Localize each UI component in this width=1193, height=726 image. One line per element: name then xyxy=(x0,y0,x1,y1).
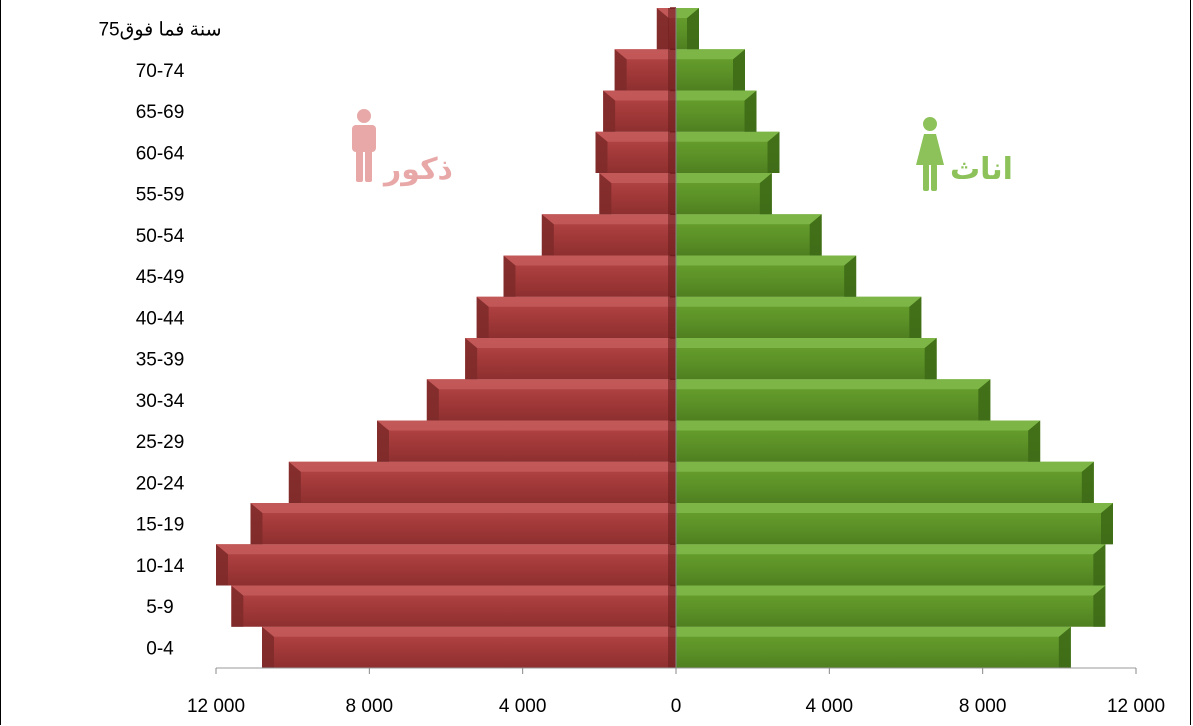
x-axis-tick-label: 4 000 xyxy=(499,696,547,717)
male-bar-top xyxy=(426,379,676,390)
female-bar-top xyxy=(676,503,1113,513)
age-group-label: 75سنة فما فوق xyxy=(98,20,221,41)
age-group-label: 5-9 xyxy=(146,597,173,618)
male-bar-bevel xyxy=(288,461,301,503)
female-bar-bevel xyxy=(809,214,822,256)
female-bar-bevel xyxy=(1058,626,1071,668)
female-bar-bevel xyxy=(1093,544,1106,586)
age-group-label: 15-19 xyxy=(136,515,185,536)
female-bar-top xyxy=(676,255,857,266)
female-bar-top xyxy=(676,214,822,225)
age-group-label: 35-39 xyxy=(136,350,185,371)
x-axis-tick-label: 4 000 xyxy=(806,696,854,717)
female-bar-top xyxy=(676,420,1041,431)
age-group-label: 45-49 xyxy=(136,267,185,288)
x-axis-tick-label: 12 000 xyxy=(187,696,245,717)
female-legend: اناث xyxy=(916,117,1013,191)
bars-group xyxy=(216,8,1113,668)
male-bar-bevel xyxy=(595,131,608,173)
age-group-label: 20-24 xyxy=(136,473,185,494)
age-group-label: 30-34 xyxy=(136,391,185,412)
female-bar-top xyxy=(676,49,745,60)
male-bar-top xyxy=(603,90,676,101)
female-bar-bevel xyxy=(733,49,745,91)
female-bar-bevel xyxy=(924,338,937,380)
female-bar-top xyxy=(676,131,780,142)
age-group-label: 55-59 xyxy=(136,185,185,206)
female-bar-top xyxy=(676,379,991,390)
male-figure-icon xyxy=(352,109,376,182)
female-bar-top xyxy=(676,585,1106,596)
male-bar-bevel xyxy=(603,90,616,132)
female-bar-bevel xyxy=(1028,420,1041,462)
male-bar-bevel xyxy=(262,626,274,668)
male-bar-bevel xyxy=(656,8,669,50)
female-legend-label: اناث xyxy=(950,152,1013,187)
x-axis-tick-label: 8 000 xyxy=(959,696,1007,717)
male-bar-bevel xyxy=(216,544,228,586)
x-axis-tick-label: 0 xyxy=(671,696,682,717)
male-bar-top xyxy=(262,626,676,637)
male-bar-top xyxy=(599,173,676,183)
male-bar-top xyxy=(250,503,676,513)
male-bar-bevel xyxy=(599,173,612,215)
age-group-label: 50-54 xyxy=(136,226,185,247)
age-group-label: 65-69 xyxy=(136,102,185,123)
age-group-label: 70-74 xyxy=(136,61,185,82)
male-legend: ذكور xyxy=(352,109,453,187)
female-bar-bevel xyxy=(759,173,772,215)
male-bar-top xyxy=(216,544,676,555)
female-figure-icon xyxy=(916,117,944,191)
male-bar-bevel xyxy=(503,255,516,297)
male-bar-top xyxy=(476,296,676,307)
center-axis-shade xyxy=(668,8,676,668)
female-bar-top xyxy=(676,173,772,183)
x-axis-tick-label: 8 000 xyxy=(346,696,394,717)
labels-group: 0-4 5-9 10-14 15-19 20-24 25-29 30-34 35-39 40-4… xyxy=(98,20,1165,717)
male-bar-bevel xyxy=(426,379,439,421)
male-bar-bevel xyxy=(250,503,263,545)
female-bar-top xyxy=(676,626,1071,637)
female-bar-bevel xyxy=(844,255,857,297)
age-group-label: 10-14 xyxy=(136,556,185,577)
female-bar-bevel xyxy=(687,8,699,50)
male-bar-top xyxy=(614,49,676,60)
male-bar-bevel xyxy=(614,49,627,91)
female-bar-bevel xyxy=(978,379,991,421)
age-group-label: 25-29 xyxy=(136,432,185,453)
male-legend-label: ذكور xyxy=(382,152,453,187)
female-bar-bevel xyxy=(1101,503,1113,545)
male-bar-bevel xyxy=(231,585,244,627)
female-bar-top xyxy=(676,296,922,307)
female-bar-bevel xyxy=(1081,461,1094,503)
female-bar-bevel xyxy=(909,296,922,338)
female-bar-top xyxy=(676,544,1106,555)
male-bar-top xyxy=(541,214,676,225)
female-bar-top xyxy=(676,90,757,101)
age-group-label: 60-64 xyxy=(136,143,185,164)
male-bar-top xyxy=(231,585,677,596)
female-bar-bevel xyxy=(744,90,757,132)
age-group-label: 0-4 xyxy=(146,638,174,659)
age-group-label: 40-44 xyxy=(136,308,185,329)
female-bar-top xyxy=(676,338,937,348)
male-bar-top xyxy=(595,131,676,142)
female-bar-bevel xyxy=(1093,585,1106,627)
x-axis-tick-label: 12 000 xyxy=(1107,696,1165,717)
female-bar-bevel xyxy=(767,131,780,173)
female-bar-top xyxy=(676,8,699,18)
male-bar-top xyxy=(503,255,676,266)
female-bar-top xyxy=(676,461,1094,472)
male-bar-bevel xyxy=(377,420,389,462)
axes-group xyxy=(215,7,1137,674)
male-bar-bevel xyxy=(465,338,478,380)
male-bar-bevel xyxy=(476,296,489,338)
male-bar-bevel xyxy=(541,214,554,256)
male-bar-top xyxy=(465,338,676,348)
male-bar-top xyxy=(288,461,676,472)
male-bar-top xyxy=(377,420,676,431)
